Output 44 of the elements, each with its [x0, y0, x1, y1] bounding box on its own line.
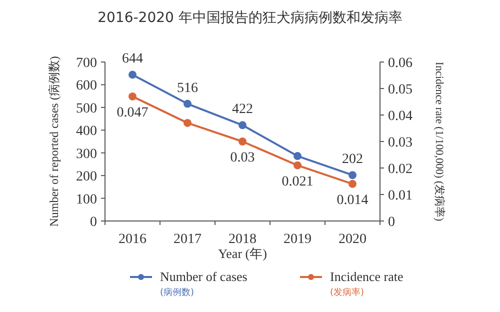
- point: [238, 138, 246, 146]
- y2-tick-label: 0.02: [388, 162, 412, 177]
- legend-label: Number of cases (病例数): [160, 269, 248, 298]
- x-tick-label: 2018: [228, 232, 256, 247]
- x-tick-label: 2019: [284, 232, 312, 247]
- data-label: 0.03: [230, 150, 255, 166]
- point: [294, 152, 302, 160]
- point: [184, 118, 192, 127]
- data-label: 202: [342, 152, 363, 168]
- x-tick-label: 2020: [338, 232, 366, 247]
- y2-tick-label: 0.03: [388, 136, 412, 150]
- y2-tick-label: 0.06: [388, 56, 412, 71]
- point: [128, 70, 136, 79]
- y2-tick-label: 0.01: [388, 188, 412, 204]
- y2-tick-label: 0.04: [388, 109, 412, 124]
- point: [294, 161, 302, 170]
- y-tick-label: 700: [76, 56, 97, 71]
- x-tick-label: 2016: [118, 232, 146, 247]
- data-label: 0.047: [116, 105, 148, 120]
- data-label: 0.021: [282, 174, 314, 190]
- y2-tick-label: 0.05: [388, 82, 412, 98]
- y2-axis-title: Incidence rate (1/100,000) (发病率): [433, 62, 446, 222]
- point: [184, 100, 192, 108]
- y-tick-label: 300: [76, 146, 97, 162]
- y2-tick-label: 0: [388, 215, 395, 230]
- x-tick-label: 2017: [174, 232, 202, 247]
- y-tick-label: 100: [76, 192, 97, 208]
- legend-label: Incidence rate (发病率): [330, 269, 404, 298]
- y-tick-label: 0: [90, 215, 97, 230]
- data-label: 516: [177, 80, 198, 96]
- data-label: 0.014: [336, 192, 368, 208]
- point: [128, 92, 136, 100]
- y-axis-title: Number of reported cases (病例数): [47, 56, 61, 227]
- y-tick-label: 500: [76, 101, 97, 116]
- point: [348, 180, 356, 188]
- y-tick-label: 400: [76, 124, 97, 140]
- y-tick-label: 200: [76, 170, 97, 185]
- data-label: 644: [122, 52, 143, 67]
- x-axis-title: Year (年): [218, 246, 267, 261]
- data-label: 422: [232, 102, 253, 118]
- point: [238, 121, 246, 130]
- point: [348, 171, 356, 180]
- chart-title: 2016-2020 年中国报告的狂犬病病例数和发病率: [98, 10, 402, 26]
- y-tick-label: 600: [76, 78, 97, 94]
